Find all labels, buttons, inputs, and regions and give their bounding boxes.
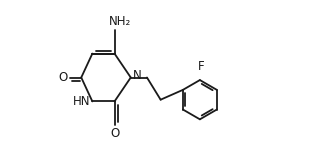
Text: O: O bbox=[59, 71, 68, 84]
Text: N: N bbox=[132, 69, 141, 82]
Text: HN: HN bbox=[73, 95, 91, 108]
Text: O: O bbox=[110, 127, 119, 140]
Text: F: F bbox=[197, 60, 204, 73]
Text: NH₂: NH₂ bbox=[109, 15, 131, 28]
